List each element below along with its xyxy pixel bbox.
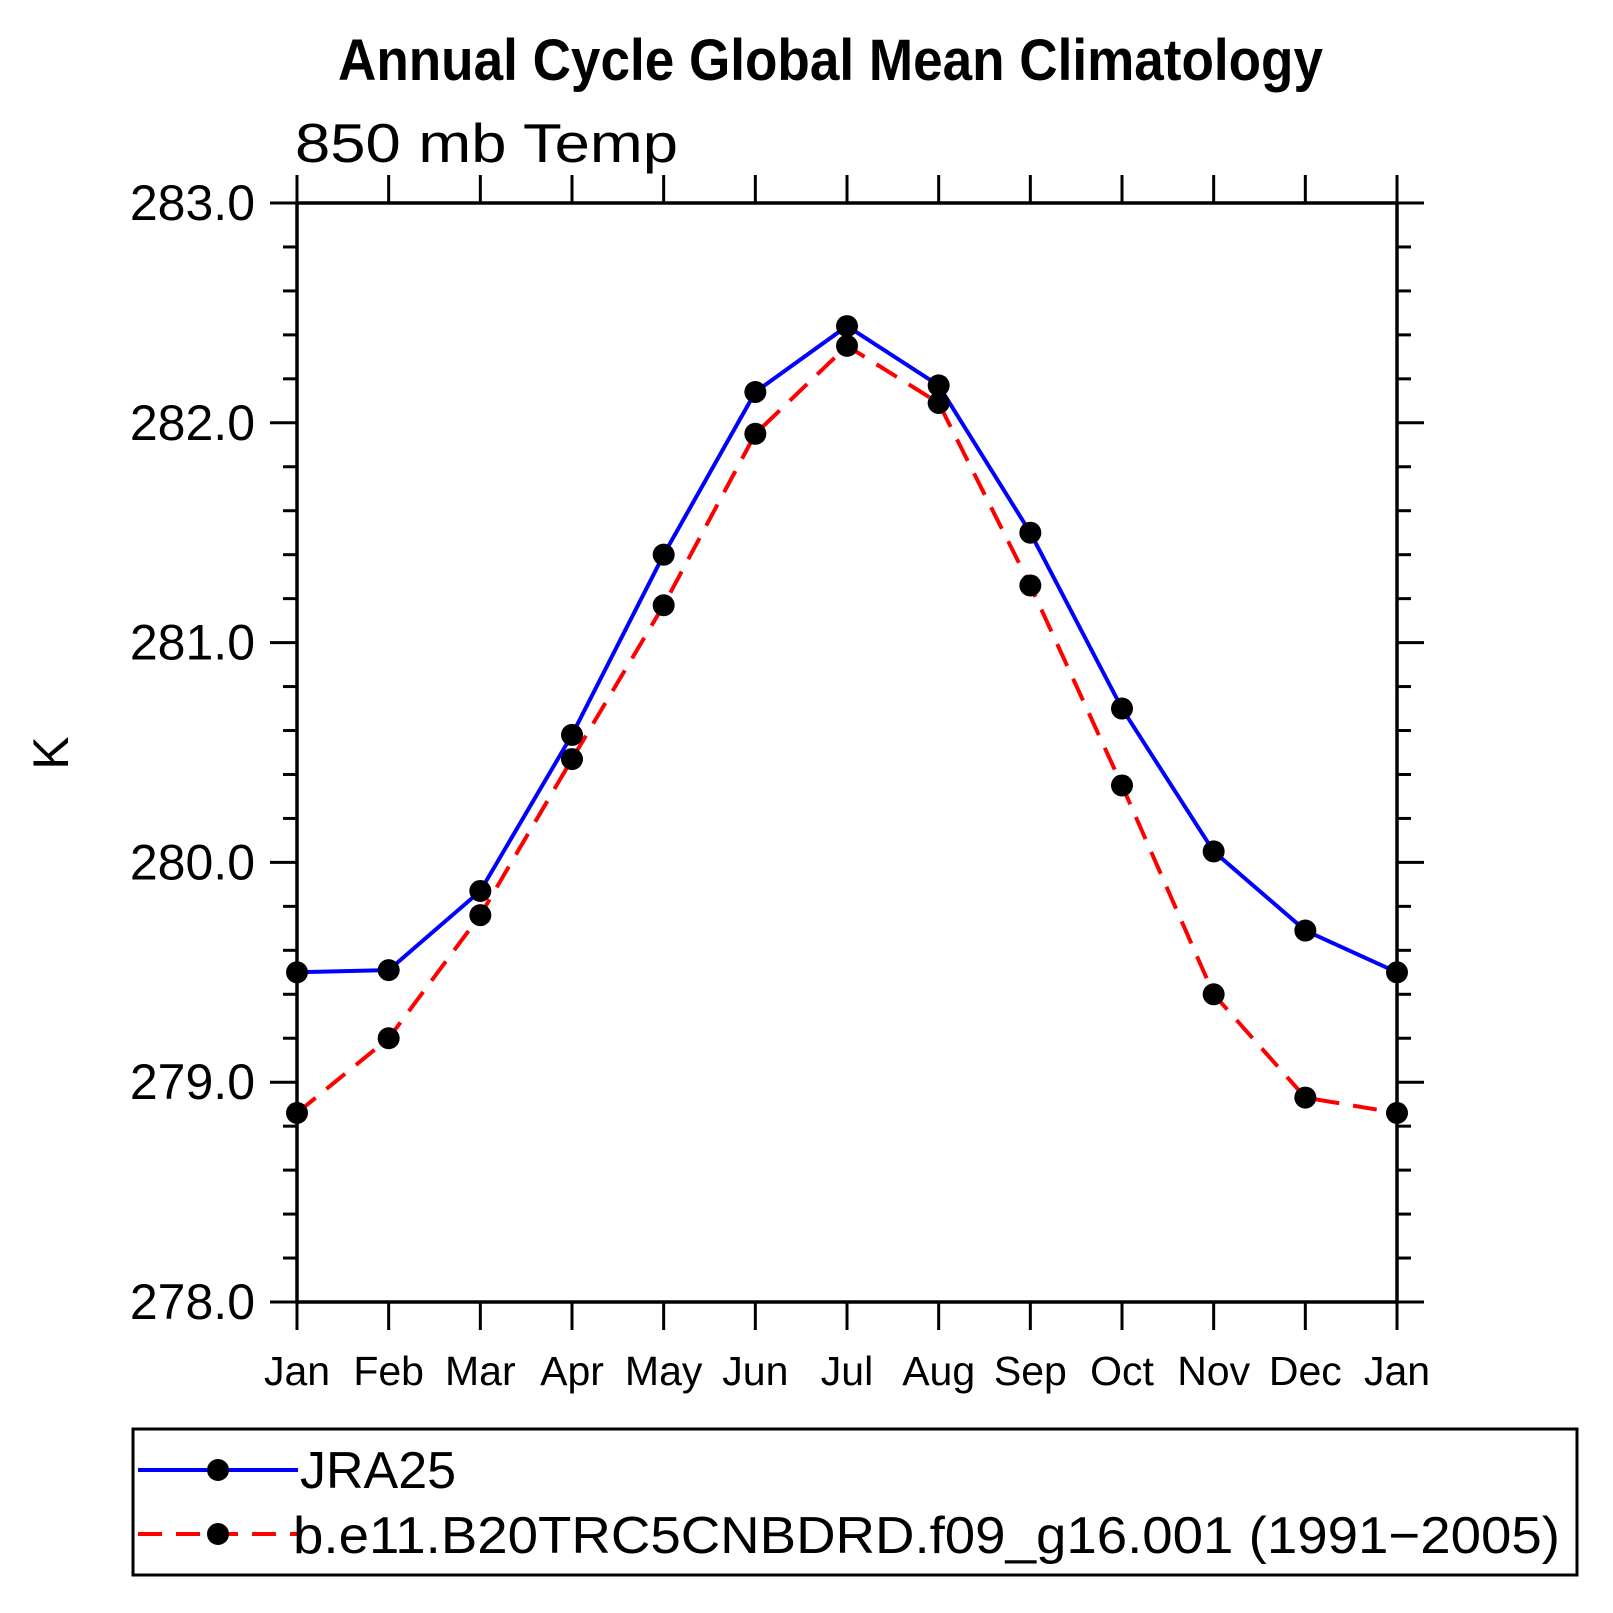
legend-model-label: b.e11.B20TRC5CNBDRD.f09_g16.001 (1991−20…: [293, 1507, 1560, 1565]
data-point-jra25: [561, 723, 583, 746]
data-point-jra25: [1019, 521, 1042, 544]
data-point-model: [1111, 774, 1133, 797]
data-point-jra25: [1386, 961, 1408, 984]
series-line-model: [295, 343, 1398, 1115]
plot-border: [295, 201, 1399, 1304]
axes-layer: 278.0 279.0 280.0 281.0 282.0 283.0 Jan Feb Mar A…: [130, 175, 1430, 1394]
x-tick-label: May: [625, 1348, 703, 1394]
legend-box: [131, 1427, 1579, 1577]
x-tick-label: Mar: [445, 1348, 516, 1394]
x-tick-label: Apr: [540, 1348, 604, 1394]
x-tick-label: Dec: [1269, 1348, 1342, 1394]
data-point-model: [469, 904, 492, 927]
series-layer: [286, 315, 1408, 1124]
x-tick-label: Aug: [902, 1348, 975, 1394]
y-tick-label: 280.0: [130, 834, 255, 890]
data-point-model: [1019, 574, 1042, 597]
legend-jra25-marker: [207, 1459, 229, 1481]
x-tick-label: Jan: [264, 1348, 330, 1394]
y-tick-label: 279.0: [130, 1054, 255, 1110]
legend-model-marker: [207, 1523, 229, 1545]
data-point-jra25: [286, 961, 308, 984]
data-point-jra25: [1294, 919, 1317, 942]
data-point-model: [652, 594, 675, 617]
data-point-jra25: [927, 374, 950, 397]
x-tick-label: Jan: [1364, 1348, 1430, 1394]
data-point-jra25: [1202, 840, 1225, 863]
chart-title: Annual Cycle Global Mean Climatology: [338, 28, 1323, 93]
chart-subtitle: 850 mb Temp: [295, 112, 678, 174]
data-point-model: [377, 1027, 400, 1050]
x-tick-label: Oct: [1090, 1348, 1154, 1394]
data-point-model: [744, 422, 767, 445]
legend: JRA25 b.e11.B20TRC5CNBDRD.f09_g16.001 (1…: [131, 1427, 1579, 1577]
data-point-model: [1294, 1086, 1317, 1109]
x-tick-label: Feb: [353, 1348, 424, 1394]
data-point-model: [561, 748, 583, 771]
data-point-jra25: [469, 879, 492, 902]
data-point-model: [927, 392, 950, 415]
data-point-jra25: [377, 959, 400, 982]
x-tick-label: Nov: [1177, 1348, 1250, 1394]
y-tick-label: 282.0: [130, 395, 255, 451]
y-axis-label: K: [23, 736, 79, 769]
x-tick-label: Sep: [994, 1348, 1067, 1394]
data-point-jra25: [652, 543, 675, 566]
series-line-jra25: [296, 323, 1398, 975]
legend-jra25-label: JRA25: [300, 1442, 456, 1500]
data-point-model: [286, 1101, 308, 1124]
y-tick-label: 278.0: [130, 1274, 255, 1330]
y-tick-label: 281.0: [130, 615, 255, 671]
data-point-jra25: [1111, 697, 1133, 720]
x-tick-label: Jul: [821, 1348, 873, 1394]
data-point-model: [1202, 983, 1225, 1006]
y-tick-label: 283.0: [130, 175, 255, 231]
data-point-jra25: [836, 315, 858, 338]
data-point-model: [1386, 1101, 1408, 1124]
data-point-model: [836, 334, 858, 357]
data-point-jra25: [744, 381, 767, 404]
x-tick-label: Jun: [722, 1348, 788, 1394]
